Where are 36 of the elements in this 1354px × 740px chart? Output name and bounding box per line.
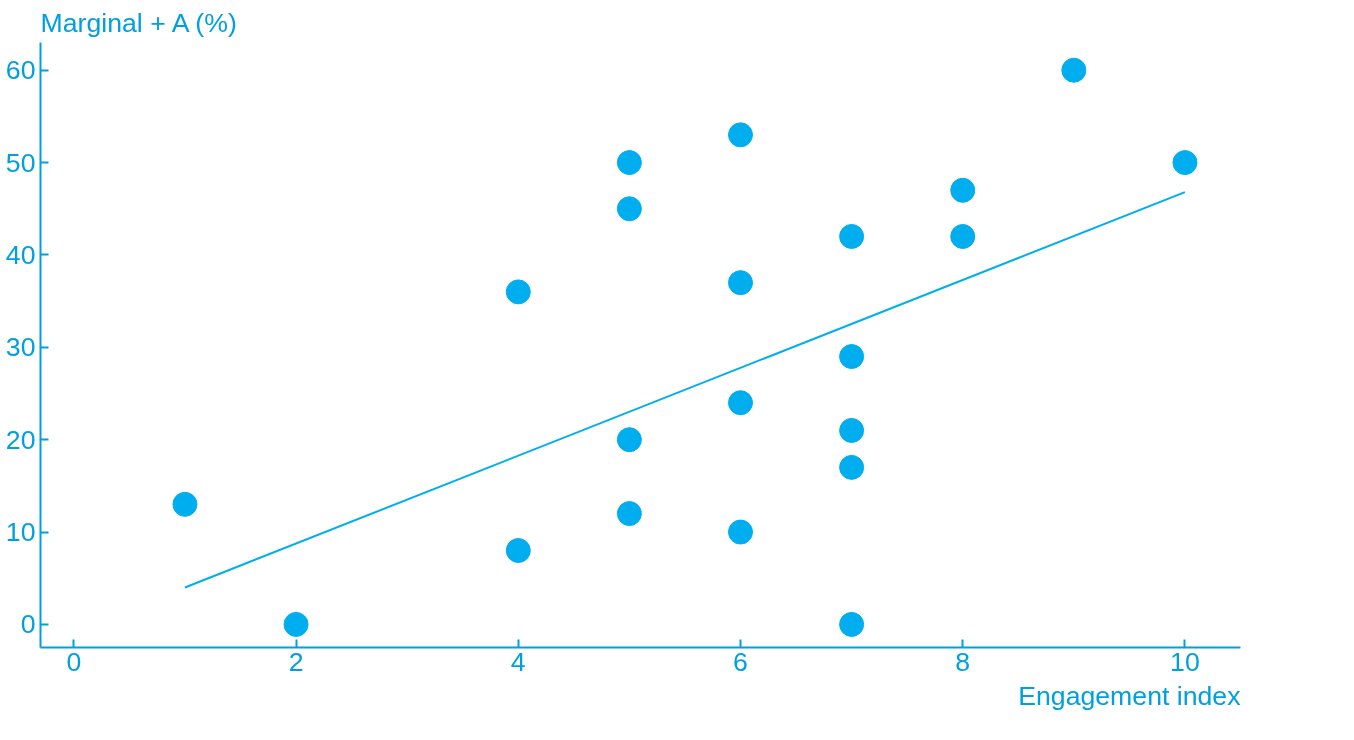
y-tick-label: 0 (20, 609, 36, 640)
point (839, 417, 865, 443)
point (616, 196, 642, 222)
point (616, 427, 642, 453)
point (283, 611, 309, 637)
point (616, 501, 642, 527)
point (728, 519, 753, 545)
point (1172, 150, 1198, 176)
x-tick-label: 8 (955, 646, 971, 677)
x-tick-label: 2 (288, 646, 304, 677)
point (728, 270, 753, 296)
y-tick-label: 40 (5, 239, 36, 270)
point (728, 122, 753, 148)
point (1061, 57, 1087, 83)
y-tick-label: 30 (5, 332, 36, 363)
point (950, 223, 976, 249)
point (172, 491, 198, 517)
point (505, 279, 531, 305)
point (839, 344, 865, 370)
x-axis-title: Engagement index (1018, 680, 1242, 711)
y-tick-label: 50 (5, 147, 36, 178)
y-tick-label: 10 (5, 517, 36, 548)
point (839, 611, 865, 637)
y-axis-title: Marginal + A (%) (40, 7, 237, 38)
point (950, 177, 976, 203)
point (839, 223, 865, 249)
x-tick-label: 10 (1170, 646, 1200, 677)
point (839, 454, 865, 480)
point (728, 390, 753, 416)
point (505, 538, 531, 563)
y-tick-label: 20 (5, 424, 36, 455)
point (616, 150, 642, 176)
x-tick-label: 4 (510, 646, 526, 677)
x-tick-label: 6 (733, 646, 748, 677)
x-tick-label: 0 (66, 646, 82, 677)
y-tick-label: 60 (5, 55, 36, 86)
